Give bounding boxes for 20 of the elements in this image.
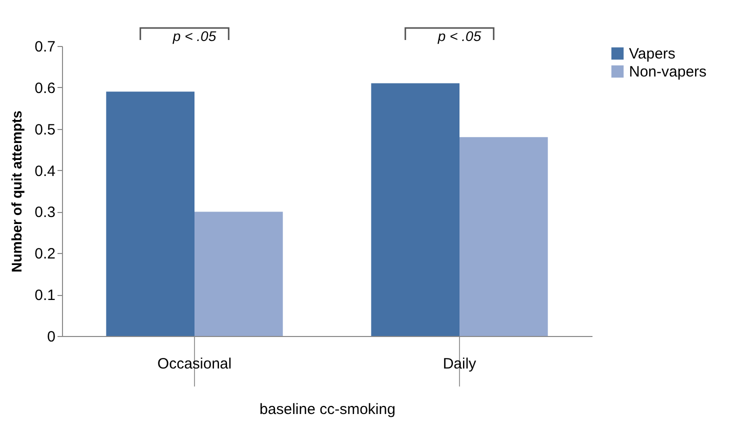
y-tick-label: 0.3 <box>34 204 56 222</box>
x-axis-title: baseline cc-smoking <box>260 401 396 418</box>
bar <box>371 83 460 336</box>
bar <box>106 92 194 336</box>
text: p < .05 <box>172 28 216 44</box>
y-tick-label: 0.5 <box>34 121 56 138</box>
text: p < .05 <box>436 28 482 44</box>
y-tick-label: 0.1 <box>34 287 56 304</box>
y-tick-label: 0.7 <box>34 38 56 56</box>
legend-label: Vapers <box>629 46 676 62</box>
x-tick-label: Daily <box>442 356 477 372</box>
y-tick-label: 0 <box>47 328 56 346</box>
bar <box>460 137 548 336</box>
y-tick-label: 0.6 <box>34 80 56 97</box>
bar <box>194 212 283 336</box>
y-tick-label: 0.2 <box>34 246 56 263</box>
y-tick-label: 0.4 <box>34 162 56 180</box>
legend-label: Non-vapers <box>629 64 707 80</box>
x-tick-label: Occasional <box>157 356 232 372</box>
y-axis-title: Number of quit attempts <box>8 110 25 272</box>
